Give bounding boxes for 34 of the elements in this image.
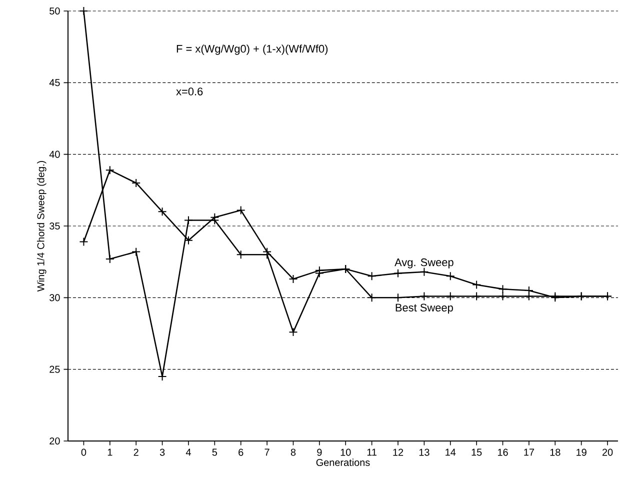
y-tick-label: 50: [50, 7, 60, 15]
x-tick-label: 20: [602, 448, 613, 456]
x-tick-label: 4: [186, 448, 191, 456]
x-tick-label: 9: [317, 448, 322, 456]
x-tick-label: 5: [212, 448, 218, 456]
y-axis-title: Wing 1/4 Chord Sweep (deg.): [37, 161, 46, 292]
y-tick-label: 35: [50, 222, 60, 230]
y-tick-label: 25: [50, 366, 60, 373]
x-tick-label: 8: [290, 448, 296, 456]
x-tick-label: 18: [550, 448, 560, 456]
annotation: x=0.6: [176, 88, 203, 96]
x-tick-label: 2: [134, 448, 138, 456]
y-tick-label: 40: [49, 150, 60, 158]
x-tick-label: 7: [264, 448, 270, 456]
x-axis-title: Generations: [316, 458, 370, 466]
x-tick-label: 15: [472, 448, 482, 456]
x-tick-label: 13: [419, 448, 430, 456]
y-tick-label: 45: [49, 79, 60, 86]
x-tick-label: 19: [576, 448, 586, 456]
series-label: Avg. Sweep: [394, 258, 454, 268]
x-tick-label: 10: [340, 448, 351, 456]
x-tick-label: 12: [393, 448, 404, 456]
x-tick-label: 11: [367, 448, 377, 456]
x-tick-label: 3: [160, 448, 165, 456]
y-tick-label: 30: [50, 294, 60, 302]
annotation: F = x(Wg/Wg0) + (1-x)(Wf/Wf0): [176, 44, 328, 55]
x-tick-label: 0: [81, 448, 86, 456]
y-tick-label: 20: [50, 437, 60, 445]
x-tick-label: 16: [498, 448, 508, 456]
x-tick-label: 17: [524, 448, 534, 456]
x-tick-label: 14: [446, 448, 456, 456]
x-tick-label: 1: [108, 448, 112, 456]
x-tick-label: 6: [238, 448, 244, 456]
series-label: Best Sweep: [396, 304, 453, 314]
